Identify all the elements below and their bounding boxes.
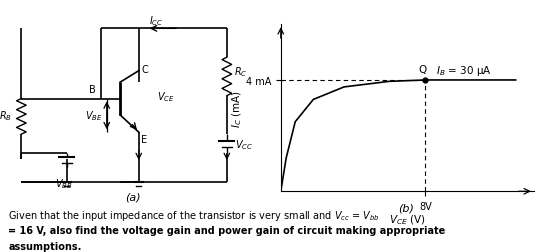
Text: C: C	[141, 65, 148, 74]
Text: $V_{CC}$: $V_{CC}$	[235, 137, 253, 151]
Text: $R_C$: $R_C$	[234, 65, 247, 78]
Text: $V_{BB}$: $V_{BB}$	[55, 177, 73, 191]
Text: $V_{BE}$: $V_{BE}$	[85, 109, 103, 122]
Text: assumptions.: assumptions.	[8, 241, 82, 251]
Text: B: B	[90, 84, 96, 94]
Y-axis label: $I_C$ (mA): $I_C$ (mA)	[231, 89, 244, 127]
Text: E: E	[141, 135, 147, 145]
Text: (b): (b)	[398, 202, 414, 212]
Text: (a): (a)	[126, 192, 141, 202]
Text: $I_{CC}$: $I_{CC}$	[150, 14, 164, 28]
X-axis label: $V_{CE}$ (V): $V_{CE}$ (V)	[389, 212, 425, 226]
Text: $V_{CE}$: $V_{CE}$	[157, 89, 175, 103]
Text: = 16 V, also find the voltage gain and power gain of circuit making appropriate: = 16 V, also find the voltage gain and p…	[8, 225, 445, 235]
Text: Given that the input impedance of the transistor is very small and $V_{cc}$ = $V: Given that the input impedance of the tr…	[8, 208, 380, 222]
Text: $R_B$: $R_B$	[0, 109, 12, 122]
Text: $I_B$ = 30 μA: $I_B$ = 30 μA	[436, 64, 492, 78]
Text: Q: Q	[418, 64, 426, 74]
